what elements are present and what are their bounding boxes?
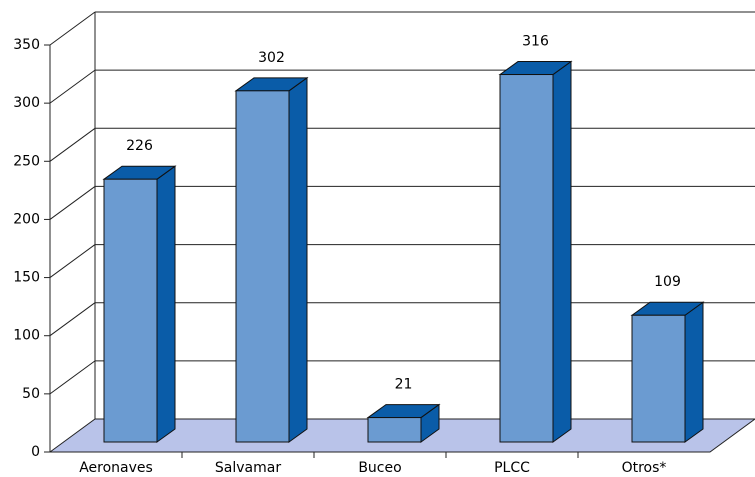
bar	[235, 90, 290, 443]
bar	[499, 74, 554, 443]
value-label: 109	[654, 274, 681, 290]
grid-line	[49, 11, 96, 46]
value-label: 21	[395, 377, 413, 393]
y-tick-label: 250	[13, 153, 40, 169]
grid-line	[49, 360, 96, 395]
x-tick-label: Buceo	[358, 460, 401, 476]
bar	[103, 178, 158, 443]
x-tick-label: Otros*	[622, 460, 667, 476]
bar-side	[552, 60, 572, 443]
bar-side	[288, 76, 308, 443]
grid-line	[49, 69, 96, 104]
bar	[367, 417, 422, 443]
grid-line	[49, 302, 96, 337]
value-label: 316	[522, 34, 549, 50]
grid-line	[49, 186, 96, 220]
y-tick-label: 50	[22, 386, 40, 402]
bar	[631, 314, 686, 443]
bar-side	[684, 301, 704, 443]
y-tick-label: 150	[13, 270, 40, 286]
y-tick-label: 200	[13, 211, 40, 227]
value-label: 302	[258, 50, 285, 66]
grid-line	[49, 244, 96, 278]
y-tick-label: 100	[13, 328, 40, 344]
x-tick-label: PLCC	[494, 460, 530, 476]
value-label: 226	[126, 138, 153, 154]
x-tick-label: Aeronaves	[79, 460, 153, 476]
y-tick-label: 350	[13, 37, 40, 53]
x-tick-label: Salvamar	[215, 460, 281, 476]
y-tick-label: 300	[13, 95, 40, 111]
bar-side	[156, 165, 176, 443]
y-tick-label: 0	[31, 444, 40, 460]
grid-line	[49, 127, 96, 162]
